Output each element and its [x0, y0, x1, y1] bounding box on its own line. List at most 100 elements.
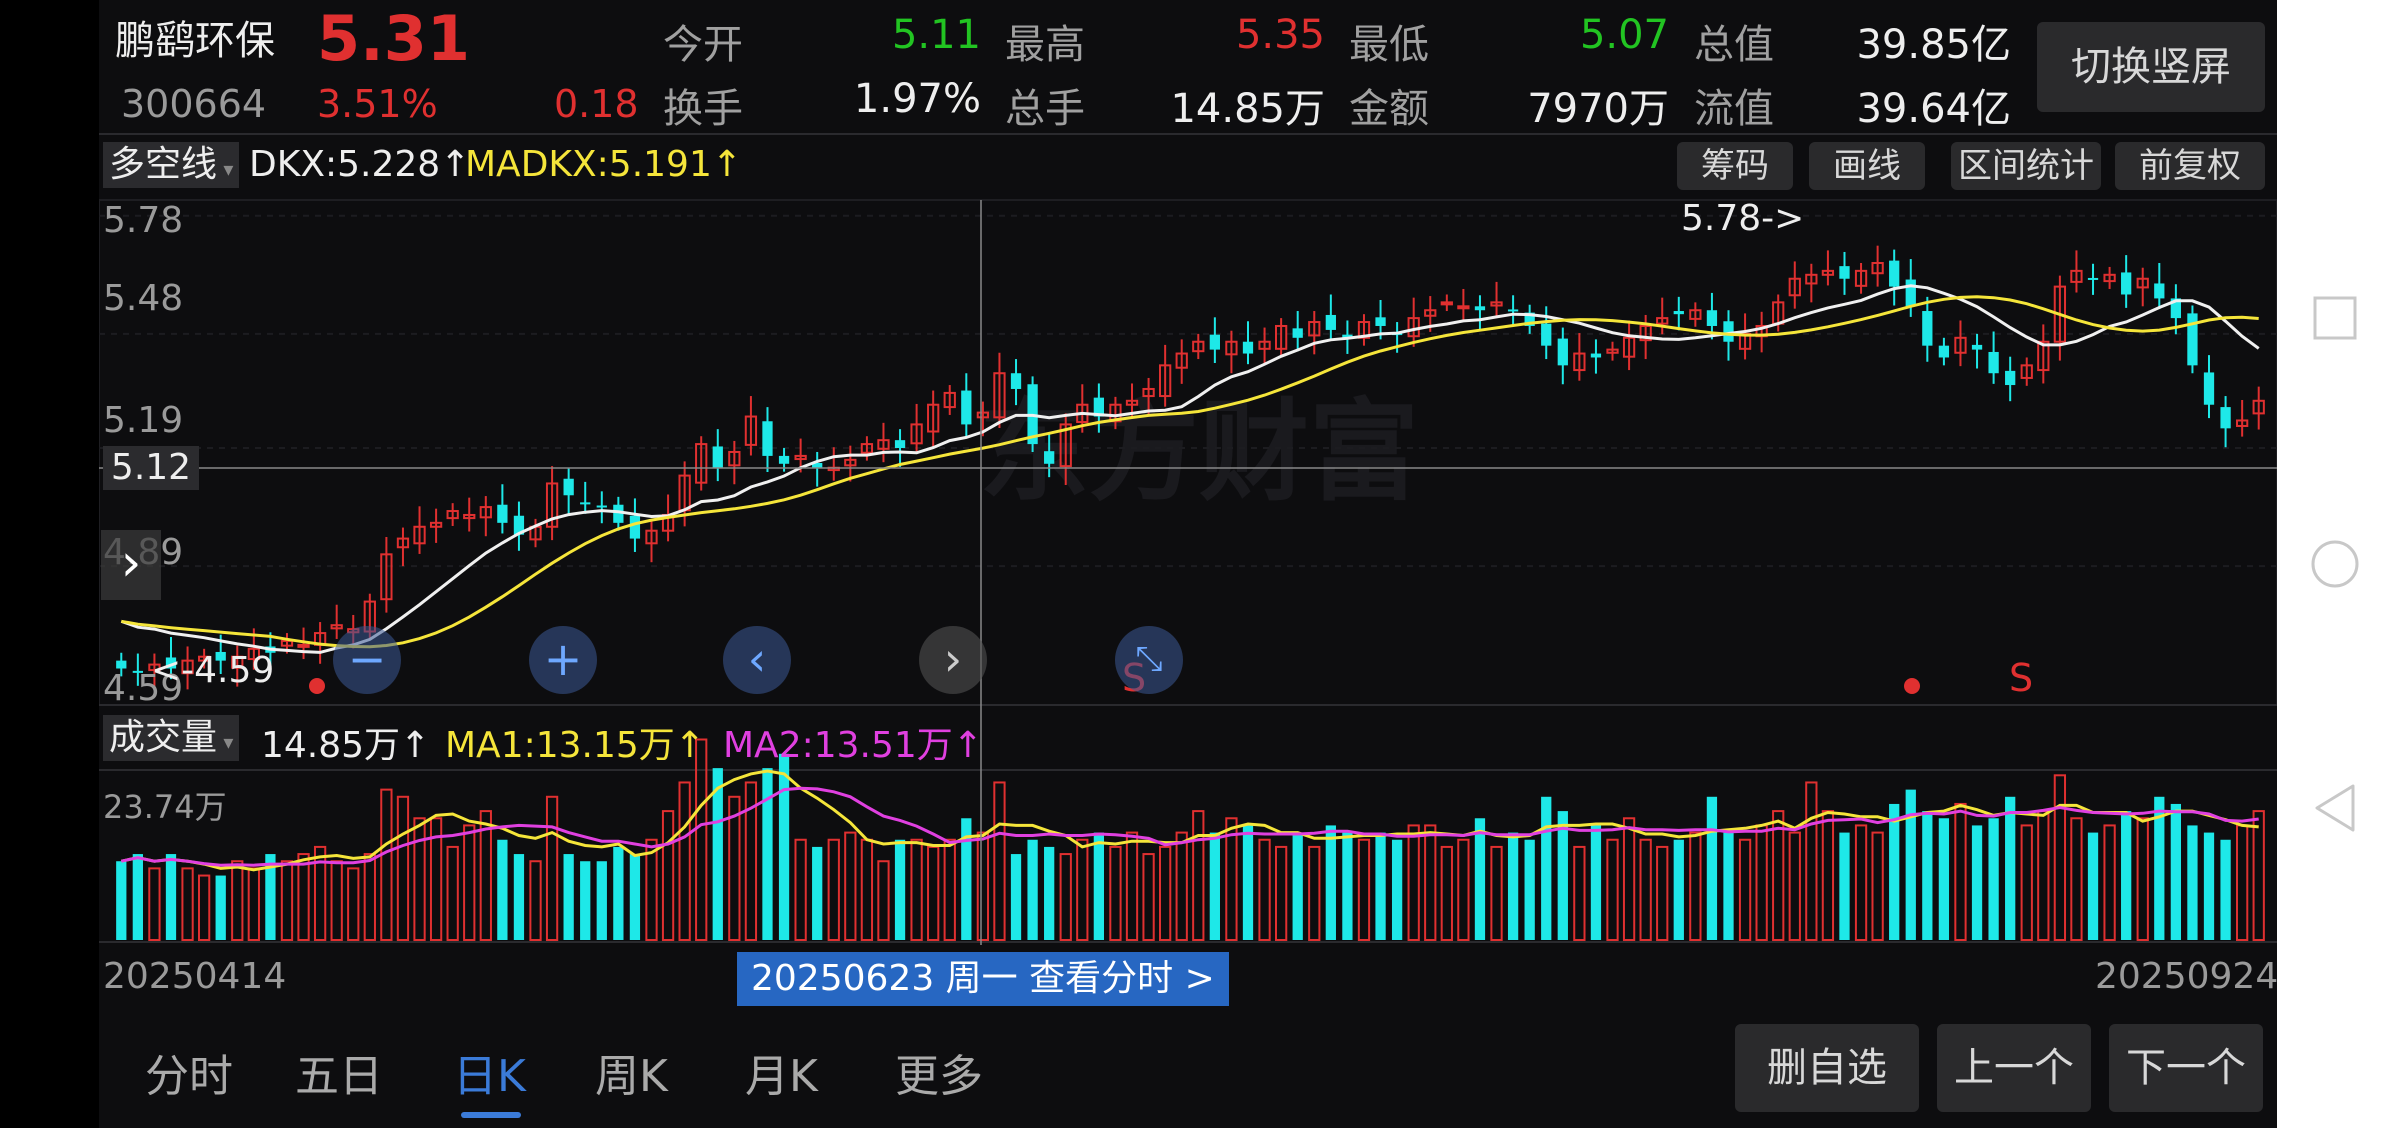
candle-body	[2236, 419, 2249, 427]
collapse-icon[interactable]: ⤡	[1115, 626, 1183, 694]
volume-bar	[2037, 810, 2050, 942]
candle-body	[132, 670, 143, 673]
crosshair-price: 5.12	[103, 446, 199, 490]
remove-favorite-button[interactable]: 删自选	[1735, 1024, 1919, 1112]
candle-body	[2136, 277, 2149, 289]
volume-bar	[1292, 832, 1303, 940]
current-price: 5.31	[317, 2, 470, 75]
tool-button[interactable]: 画线	[1809, 142, 1925, 190]
volume-bar	[1142, 853, 1155, 942]
tool-button[interactable]: 筹码	[1677, 142, 1793, 190]
tool-button[interactable]: 区间统计	[1951, 142, 2101, 190]
tab-period[interactable]: 月K	[745, 1051, 818, 1102]
candle-body	[1541, 323, 1552, 346]
stat-label: 流值	[1694, 86, 1774, 132]
candle-body	[1490, 301, 1503, 307]
volume-bar	[2187, 825, 2198, 940]
volume-bar	[330, 860, 343, 941]
tab-period[interactable]: 分时	[145, 1051, 233, 1102]
previous-stock-button[interactable]: 上一个	[1937, 1024, 2091, 1112]
volume-bar	[2121, 811, 2132, 940]
candle-body	[1225, 340, 1238, 356]
candle-body	[1971, 344, 1983, 350]
volume-bar	[1225, 817, 1238, 941]
candle-body	[728, 450, 741, 467]
candle-body	[712, 446, 723, 468]
candle-body	[148, 663, 161, 672]
candle-body	[1656, 317, 1669, 325]
next-stock-button[interactable]: 下一个	[2109, 1024, 2263, 1112]
volume-ma2-line	[120, 786, 2259, 867]
volume-selector-label: 成交量	[109, 717, 218, 758]
recents-icon[interactable]	[2313, 296, 2357, 340]
candle-body	[380, 553, 393, 601]
candle-body	[1938, 345, 1950, 358]
home-icon[interactable]	[2311, 540, 2359, 588]
candle-body	[1424, 309, 1437, 317]
tool-button[interactable]: 前复权	[2115, 142, 2265, 190]
volume-ma1: MA1:13.15万↑	[445, 725, 705, 766]
scroll-right-icon[interactable]: ›	[919, 626, 987, 694]
kline-chart[interactable]: 东方财富	[99, 0, 2277, 1128]
volume-bar	[563, 854, 574, 940]
candle-body	[1689, 309, 1702, 320]
volume-bar	[1407, 824, 1420, 941]
chevron-right-icon[interactable]: ›	[101, 530, 161, 600]
crosshair-date-button[interactable]: 20250623 周一 查看分时 >	[737, 952, 1229, 1006]
volume-selector[interactable]: 成交量 ▾	[103, 715, 240, 761]
volume-bar	[347, 867, 360, 942]
zoom-in-icon[interactable]: +	[529, 626, 597, 694]
volume-bar	[2103, 824, 2116, 941]
candle-body	[894, 440, 906, 449]
candle-body	[580, 502, 591, 505]
candle-body	[1723, 321, 1734, 342]
zoom-out-icon[interactable]: −	[333, 626, 401, 694]
volume-bar	[215, 875, 226, 940]
volume-bar	[1606, 838, 1619, 941]
volume-bar	[545, 795, 559, 941]
volume-bar	[197, 874, 211, 942]
candle-body	[479, 506, 492, 519]
switch-portrait-button[interactable]: 切换竖屏	[2037, 22, 2265, 112]
candle-body	[513, 515, 525, 535]
back-icon[interactable]	[2315, 784, 2355, 832]
tab-period[interactable]: 五日	[295, 1051, 383, 1102]
stat-value: 14.85万	[1170, 86, 1325, 132]
candle-body	[695, 443, 708, 484]
candle-body	[446, 510, 459, 520]
candle-body	[1342, 334, 1353, 338]
volume-bar	[1889, 803, 1900, 940]
volume-bar	[1772, 810, 1785, 942]
scroll-left-icon[interactable]: ‹	[723, 626, 791, 694]
volume-value: 14.85万↑	[261, 725, 431, 766]
volume-ma2: MA2:13.51万↑	[723, 725, 983, 766]
tab-period[interactable]: 周K	[595, 1051, 668, 1102]
candle-body	[563, 478, 574, 496]
start-date: 20250414	[103, 956, 287, 997]
candle-body	[497, 504, 508, 523]
candle-body	[1905, 279, 1916, 307]
tab-period[interactable]: 日K	[453, 1051, 526, 1102]
candle-body	[2203, 372, 2215, 405]
change-percent: 3.51%	[317, 82, 438, 126]
volume-bar	[993, 781, 1006, 941]
volume-bar	[1971, 825, 1983, 940]
volume-bar	[613, 846, 624, 940]
indicator-selector-label: 多空线	[109, 144, 218, 185]
volume-bar	[894, 839, 906, 940]
madkx-value: MADKX:5.191↑	[465, 144, 743, 185]
volume-bar	[1723, 832, 1734, 940]
candle-body	[613, 504, 624, 523]
volume-bar	[1059, 853, 1072, 942]
volume-bar	[1093, 832, 1105, 940]
indicator-selector[interactable]: 多空线 ▾	[103, 142, 240, 188]
candle-body	[1557, 338, 1568, 366]
volume-bar	[2170, 803, 2182, 940]
volume-bar	[413, 817, 426, 941]
volume-bar	[1788, 831, 1801, 942]
volume-bar	[943, 838, 956, 941]
volume-bar	[976, 831, 990, 942]
volume-bar	[1375, 832, 1386, 940]
tab-period[interactable]: 更多	[895, 1051, 983, 1102]
volume-ma1-line	[120, 769, 2259, 872]
